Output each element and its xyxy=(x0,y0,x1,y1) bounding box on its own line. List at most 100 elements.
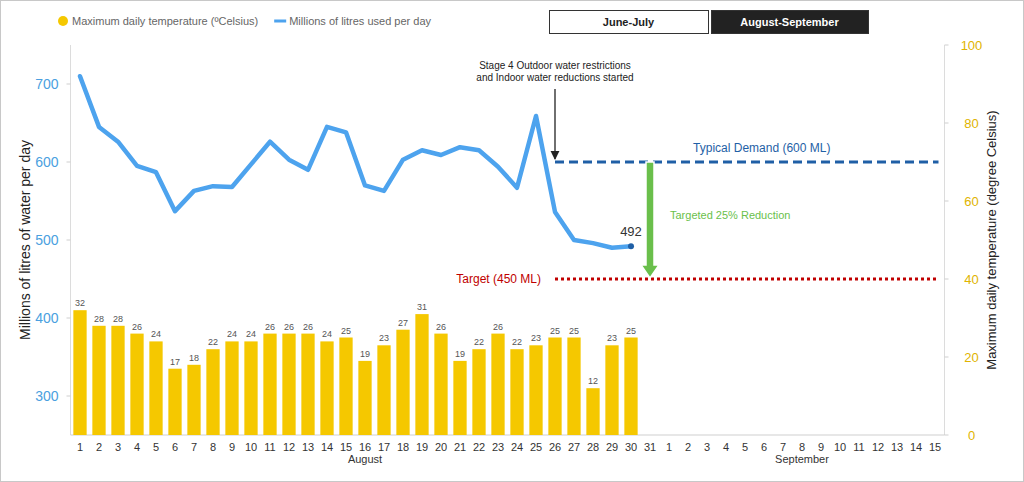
x-tick-label: 8 xyxy=(799,441,805,453)
x-tick-label: 12 xyxy=(283,441,295,453)
x-tick-label: 10 xyxy=(245,441,257,453)
x-tick-label: 15 xyxy=(340,441,352,453)
bar xyxy=(339,338,352,436)
bar-label: 22 xyxy=(208,337,218,347)
annotation-arrow xyxy=(554,89,555,159)
legend-swatch xyxy=(58,16,68,26)
bar-label: 31 xyxy=(417,302,427,312)
y2-tick xyxy=(945,123,949,124)
bar xyxy=(149,341,162,435)
point-marker xyxy=(628,243,634,249)
x-tick-label: 9 xyxy=(229,441,235,453)
bar xyxy=(282,334,295,435)
x-tick-label: 29 xyxy=(606,441,618,453)
bar-label: 32 xyxy=(75,298,85,308)
reference-label: Target (450 ML) xyxy=(456,272,541,286)
x-group-label: August xyxy=(348,453,382,465)
y-tick xyxy=(67,396,71,397)
period-button[interactable]: August-September xyxy=(712,11,869,34)
chart: 300400500600700020406080100Millions of l… xyxy=(0,0,1024,482)
bar xyxy=(434,334,447,435)
x-tick-label: 24 xyxy=(511,441,523,453)
y-axis-title: Millions of litres of water per day xyxy=(17,140,33,340)
button-box[interactable] xyxy=(712,11,869,34)
bar-label: 26 xyxy=(284,322,294,332)
bar xyxy=(187,365,200,435)
bar xyxy=(510,349,523,435)
bar xyxy=(567,338,580,436)
x-tick-label: 5 xyxy=(153,441,159,453)
y-tick xyxy=(67,240,71,241)
y2-tick xyxy=(945,279,949,280)
bar-label: 24 xyxy=(246,329,256,339)
x-tick-label: 20 xyxy=(435,441,447,453)
y2-tick-label: 60 xyxy=(964,194,978,209)
bar xyxy=(377,345,390,435)
button-label[interactable]: June-July xyxy=(603,16,655,28)
y2-tick-label: 100 xyxy=(961,38,983,53)
y2-tick xyxy=(945,435,949,436)
x-tick-label: 8 xyxy=(210,441,216,453)
legend: Maximum daily temperature (ºCelsius)Mill… xyxy=(58,15,432,27)
bar xyxy=(111,326,124,435)
bar-label: 27 xyxy=(398,318,408,328)
x-tick-label: 1 xyxy=(666,441,672,453)
x-tick-label: 17 xyxy=(378,441,390,453)
x-tick-label: 4 xyxy=(723,441,729,453)
x-tick-label: 2 xyxy=(96,441,102,453)
reference-line xyxy=(555,278,939,281)
bar xyxy=(130,334,143,435)
bar-label: 19 xyxy=(455,349,465,359)
x-tick-label: 26 xyxy=(549,441,561,453)
bar-label: 28 xyxy=(94,314,104,324)
y2-axis-line xyxy=(944,45,945,435)
bar xyxy=(472,349,485,435)
data-labels: 3228282624171822242426262624251923273126… xyxy=(75,60,830,386)
annotation-text: Stage 4 Outdoor water restrictions xyxy=(479,60,631,71)
bar-label: 22 xyxy=(474,337,484,347)
bar xyxy=(396,330,409,435)
bar xyxy=(358,361,371,435)
button-box[interactable] xyxy=(550,11,709,34)
bar xyxy=(529,345,542,435)
x-tick-label: 31 xyxy=(644,441,656,453)
bar-label: 26 xyxy=(493,322,503,332)
bar-label: 17 xyxy=(170,357,180,367)
y-tick-label: 400 xyxy=(35,310,59,326)
bar-label: 25 xyxy=(626,326,636,336)
bar-label: 23 xyxy=(607,333,617,343)
bar xyxy=(73,310,86,435)
y-tick-label: 600 xyxy=(35,154,59,170)
y-tick-label: 500 xyxy=(35,232,59,248)
x-tick-label: 9 xyxy=(818,441,824,453)
bar-label: 12 xyxy=(588,376,598,386)
bar-label: 24 xyxy=(227,329,237,339)
bar xyxy=(548,338,561,436)
button-label[interactable]: August-September xyxy=(740,16,839,28)
bar xyxy=(491,334,504,435)
reference-label: Typical Demand (600 ML) xyxy=(693,141,830,155)
bar-label: 25 xyxy=(341,326,351,336)
x-tick-label: 27 xyxy=(568,441,580,453)
bar xyxy=(301,334,314,435)
x-tick-label: 28 xyxy=(587,441,599,453)
y2-tick-label: 40 xyxy=(964,272,978,287)
y2-tick-label: 80 xyxy=(964,116,978,131)
bar xyxy=(605,345,618,435)
y-tick xyxy=(67,84,71,85)
y2-tick xyxy=(945,201,949,202)
bar xyxy=(92,326,105,435)
bar xyxy=(206,349,219,435)
bar-label: 26 xyxy=(303,322,313,332)
legend-label: Maximum daily temperature (ºCelsius) xyxy=(72,15,258,27)
x-tick-label: 12 xyxy=(872,441,884,453)
annotation-text: Targeted 25% Reduction xyxy=(670,209,790,221)
bar-label: 24 xyxy=(151,329,161,339)
reduction-arrow xyxy=(641,162,659,278)
bar-label: 26 xyxy=(132,322,142,332)
y-tick xyxy=(67,162,71,163)
period-button[interactable]: June-July xyxy=(550,11,709,34)
y2-tick xyxy=(945,45,949,46)
x-tick-label: 11 xyxy=(264,441,275,453)
background xyxy=(1,1,1024,482)
